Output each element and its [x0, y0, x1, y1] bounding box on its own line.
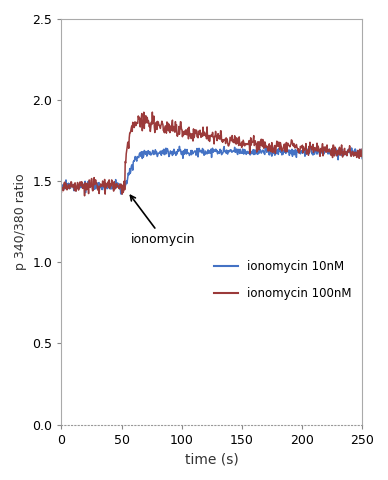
Legend: ionomycin 10nM, ionomycin 100nM: ionomycin 10nM, ionomycin 100nM	[209, 255, 356, 305]
ionomycin 10nM	[360, 156, 364, 161]
ionomycin 100nM	[360, 146, 364, 152]
ionomycin 100nM	[59, 189, 64, 195]
Line: ionomycin 100nM: ionomycin 100nM	[61, 112, 362, 196]
ionomycin 10nM	[137, 151, 142, 157]
ionomycin 100nM	[196, 128, 201, 134]
Text: ionomycin: ionomycin	[130, 195, 196, 246]
ionomycin 100nM	[287, 143, 291, 148]
ionomycin 10nM	[196, 154, 200, 160]
ionomycin 100nM	[113, 185, 118, 191]
Y-axis label: p 340/380 ratio: p 340/380 ratio	[14, 173, 27, 270]
ionomycin 10nM	[308, 143, 313, 148]
ionomycin 10nM	[119, 192, 123, 197]
ionomycin 10nM	[237, 149, 241, 155]
ionomycin 100nM	[82, 193, 87, 199]
ionomycin 100nM	[261, 144, 266, 150]
ionomycin 100nM	[237, 141, 242, 146]
ionomycin 10nM	[260, 147, 265, 153]
ionomycin 10nM	[59, 182, 64, 188]
Line: ionomycin 10nM: ionomycin 10nM	[61, 145, 362, 194]
ionomycin 10nM	[286, 149, 291, 155]
ionomycin 100nM	[137, 114, 142, 120]
ionomycin 100nM	[150, 109, 155, 115]
X-axis label: time (s): time (s)	[185, 452, 239, 466]
ionomycin 10nM	[113, 185, 117, 191]
